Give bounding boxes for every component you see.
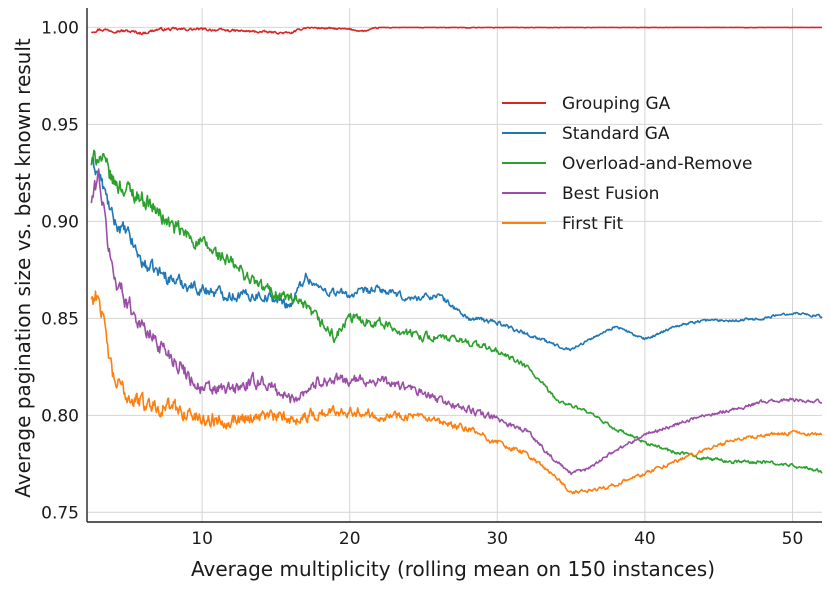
x-tick-label: 20 <box>339 529 361 549</box>
legend-label: Best Fusion <box>562 184 659 204</box>
tick-labels: 10 20 30 40 50 0.75 0.80 0.85 0.90 0.95 1.00 <box>41 18 803 549</box>
x-tick-label: 10 <box>191 529 213 549</box>
legend-label: Overload-and-Remove <box>562 154 752 174</box>
series-line-first-fit <box>90 290 823 495</box>
series-layer <box>90 26 823 495</box>
x-tick-label: 50 <box>782 529 804 549</box>
legend-label: Standard GA <box>562 124 670 144</box>
grid-lines <box>87 8 822 522</box>
x-tick-label: 40 <box>634 529 656 549</box>
y-tick-label: 1.00 <box>41 18 79 38</box>
y-tick-label: 0.85 <box>41 309 79 329</box>
legend-label: First Fit <box>562 214 623 234</box>
legend: Grouping GA Standard GA Overload-and-Remov… <box>502 94 752 234</box>
series-line-best-fusion <box>90 168 823 476</box>
series-line-grouping-ga <box>90 26 822 36</box>
y-tick-label: 0.90 <box>41 212 79 232</box>
y-axis-label: Average pagination size vs. best known r… <box>11 38 35 498</box>
legend-label: Grouping GA <box>562 94 671 114</box>
axes <box>86 8 822 523</box>
x-tick-label: 30 <box>486 529 508 549</box>
y-tick-label: 0.80 <box>41 406 79 426</box>
y-tick-label: 0.95 <box>41 115 79 135</box>
x-axis-label: Average multiplicity (rolling mean on 15… <box>191 557 715 581</box>
series-line-overload-and-remove <box>90 149 823 474</box>
series-line-standard-ga <box>90 156 823 352</box>
y-tick-label: 0.75 <box>41 503 79 523</box>
